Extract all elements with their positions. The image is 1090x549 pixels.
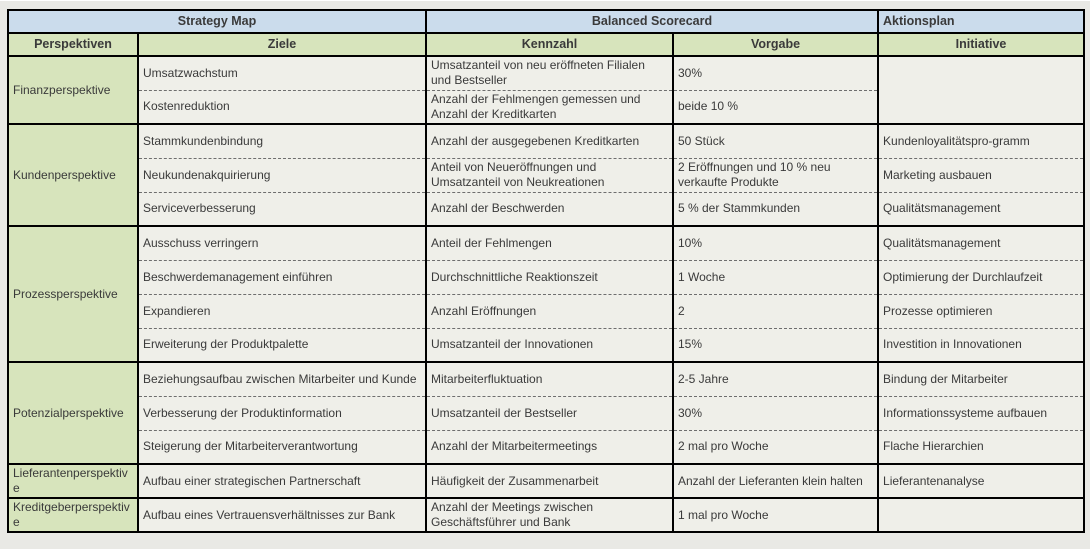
- table-row: Expandieren Anzahl Eröffnungen 2 Prozess…: [8, 293, 1086, 328]
- cell-vorgabe: 5 % der Stammkunden: [671, 191, 880, 226]
- cell-perspective-potenzial: Potenzialperspektive: [7, 361, 139, 464]
- cell-initiative-merged: [877, 55, 1086, 124]
- cell-perspective-kunden: Kundenperspektive: [7, 123, 139, 226]
- cell-ziel: Neukundenakquirierung: [137, 157, 427, 192]
- cell-vorgabe: 2-5 Jahre: [671, 361, 880, 396]
- cell-ziel: Beziehungsaufbau zwischen Mitarbeiter un…: [137, 361, 427, 396]
- cell-perspective-prozess: Prozessperspektive: [7, 225, 139, 362]
- cell-ziel: Stammkundenbindung: [137, 123, 427, 158]
- table-row: Serviceverbesserung Anzahl der Beschwerd…: [8, 191, 1086, 226]
- header-balanced-scorecard: Balanced Scorecard: [424, 9, 880, 34]
- cell-ziel: Verbesserung der Produktinformation: [137, 395, 427, 430]
- balanced-scorecard-table: Strategy Map Balanced Scorecard Aktionsp…: [7, 9, 1086, 533]
- cell-ziel: Serviceverbesserung: [137, 191, 427, 226]
- cell-ziel: Expandieren: [137, 293, 427, 328]
- cell-kennzahl: Anteil der Fehlmengen: [425, 225, 674, 260]
- cell-kennzahl: Anzahl der Fehlmengen gemessen und Anzah…: [425, 89, 674, 124]
- cell-kennzahl: Umsatzanteil von neu eröffneten Filialen…: [425, 55, 674, 90]
- table-row: Potenzialperspektive Beziehungsaufbau zw…: [7, 361, 1086, 464]
- cell-vorgabe: 30%: [671, 55, 880, 90]
- cell-initiative: Bindung der Mitarbeiter: [877, 361, 1086, 396]
- table-row: Kundenperspektive Stammkundenbindung Anz…: [7, 123, 1086, 226]
- table-row: Kostenreduktion Anzahl der Fehlmengen ge…: [8, 89, 1084, 124]
- cell-vorgabe: 1 Woche: [671, 259, 880, 294]
- cell-ziel: Aufbau eines Vertrauensverhältnisses zur…: [137, 497, 427, 532]
- cell-initiative: Lieferantenanalyse: [877, 463, 1086, 498]
- cell-perspective-finanz: Finanzperspektive: [7, 55, 139, 124]
- table-row: Steigerung der Mitarbeiterverantwortung …: [8, 429, 1086, 464]
- table-row: Prozessperspektive Ausschuss verringern …: [7, 225, 1086, 362]
- table-row: Kreditgeberperspektive Aufbau eines Vert…: [7, 497, 1086, 532]
- cell-perspective-kreditgeber: Kreditgeberperspektive: [7, 497, 139, 532]
- cell-initiative: Investition in Innovationen: [877, 327, 1086, 362]
- col-header-ziele: Ziele: [137, 32, 427, 57]
- cell-vorgabe: 1 mal pro Woche: [671, 497, 880, 532]
- cell-vorgabe: 2: [671, 293, 880, 328]
- title-row: Strategy Map Balanced Scorecard Aktionsp…: [7, 9, 1086, 34]
- cell-kennzahl: Mitarbeiterfluktuation: [425, 361, 674, 396]
- header-aktionsplan: Aktionsplan: [877, 9, 1086, 34]
- cell-initiative: Flache Hierarchien: [877, 429, 1086, 464]
- cell-initiative: Informationssysteme aufbauen: [877, 395, 1086, 430]
- cell-initiative: Qualitätsmanagement: [877, 191, 1086, 226]
- cell-ziel: Steigerung der Mitarbeiterverantwortung: [137, 429, 427, 464]
- col-header-vorgabe: Vorgabe: [671, 32, 880, 57]
- cell-kennzahl: Anzahl der Meetings zwischen Geschäftsfü…: [425, 497, 674, 532]
- cell-initiative: Qualitätsmanagement: [877, 225, 1086, 260]
- cell-initiative: Optimierung der Durchlaufzeit: [877, 259, 1086, 294]
- cell-ziel: Kostenreduktion: [137, 89, 427, 124]
- cell-vorgabe: 50 Stück: [671, 123, 880, 158]
- cell-ziel: Beschwerdemanagement einführen: [137, 259, 427, 294]
- cell-kennzahl: Anteil von Neueröffnungen und Umsatzante…: [425, 157, 674, 192]
- col-header-kennzahl: Kennzahl: [425, 32, 674, 57]
- col-header-perspektiven: Perspektiven: [7, 32, 139, 57]
- table-row: Beschwerdemanagement einführen Durchschn…: [8, 259, 1086, 294]
- cell-ziel: Ausschuss verringern: [137, 225, 427, 260]
- cell-initiative: [877, 497, 1086, 532]
- cell-vorgabe: 2 mal pro Woche: [671, 429, 880, 464]
- cell-vorgabe: 15%: [671, 327, 880, 362]
- cell-initiative: Prozesse optimieren: [877, 293, 1086, 328]
- cell-kennzahl: Durchschnittliche Reaktionszeit: [425, 259, 674, 294]
- table-row: Neukundenakquirierung Anteil von Neueröf…: [8, 157, 1086, 192]
- cell-ziel: Aufbau einer strategischen Partnerschaft: [137, 463, 427, 498]
- cell-initiative: Marketing ausbauen: [877, 157, 1086, 192]
- table-row: Erweiterung der Produktpalette Umsatzant…: [8, 327, 1086, 362]
- cell-kennzahl: Anzahl der Mitarbeitermeetings: [425, 429, 674, 464]
- cell-perspective-lieferanten: Lieferantenperspektive: [7, 463, 139, 498]
- header-strategy-map: Strategy Map: [7, 9, 427, 34]
- cell-vorgabe: Anzahl der Lieferanten klein halten: [671, 463, 880, 498]
- cell-kennzahl: Anzahl der Beschwerden: [425, 191, 674, 226]
- cell-vorgabe: 2 Eröffnungen und 10 % neu verkaufte Pro…: [671, 157, 880, 192]
- column-header-row: Perspektiven Ziele Kennzahl Vorgabe Init…: [7, 32, 1086, 57]
- cell-kennzahl: Anzahl der ausgegebenen Kreditkarten: [425, 123, 674, 158]
- table-row: Lieferantenperspektive Aufbau einer stra…: [7, 463, 1086, 498]
- cell-vorgabe: 10%: [671, 225, 880, 260]
- table-row: Finanzperspektive Umsatzwachstum Umsatza…: [7, 55, 1086, 124]
- cell-initiative: Kundenloyalitätspro-gramm: [877, 123, 1086, 158]
- cell-ziel: Umsatzwachstum: [137, 55, 427, 90]
- table-row: Verbesserung der Produktinformation Umsa…: [8, 395, 1086, 430]
- cell-vorgabe: beide 10 %: [671, 89, 880, 124]
- cell-kennzahl: Häufigkeit der Zusammenarbeit: [425, 463, 674, 498]
- cell-vorgabe: 30%: [671, 395, 880, 430]
- col-header-initiative: Initiative: [877, 32, 1086, 57]
- cell-kennzahl: Anzahl Eröffnungen: [425, 293, 674, 328]
- cell-kennzahl: Umsatzanteil der Bestseller: [425, 395, 674, 430]
- cell-kennzahl: Umsatzanteil der Innovationen: [425, 327, 674, 362]
- cell-ziel: Erweiterung der Produktpalette: [137, 327, 427, 362]
